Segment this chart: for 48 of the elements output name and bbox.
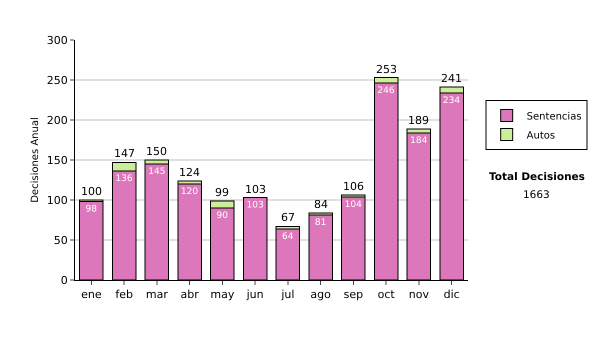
- total-label: 150: [146, 145, 167, 158]
- text: 1663: [523, 189, 550, 201]
- total-label: 147: [114, 147, 135, 160]
- y-tick-label: 100: [46, 194, 68, 207]
- data-label: 90: [216, 211, 228, 221]
- total-label: 241: [441, 72, 462, 85]
- total-label: 124: [179, 166, 200, 179]
- x-tick-label: ago: [310, 288, 332, 302]
- total-label: 99: [215, 186, 229, 199]
- data-label: 145: [148, 167, 166, 177]
- y-tick-label: 150: [46, 154, 68, 167]
- y-tick-label: 250: [46, 74, 68, 87]
- total-label: 84: [314, 198, 328, 211]
- x-tick-label: ene: [81, 288, 102, 302]
- data-label: 103: [246, 200, 264, 211]
- text: Total Decisiones: [489, 171, 585, 183]
- y-tick-label: 200: [46, 114, 68, 127]
- data-label: 246: [377, 86, 395, 96]
- x-tick-label: oct: [378, 288, 396, 302]
- total-label: 189: [408, 114, 429, 127]
- x-tick-label: abr: [180, 288, 200, 302]
- x-tick-label: jun: [246, 288, 264, 302]
- total-label: 103: [245, 183, 266, 196]
- y-tick-label: 50: [54, 234, 68, 247]
- total-label: 106: [343, 180, 364, 193]
- x-tick-label: mar: [146, 288, 168, 302]
- data-label: 120: [180, 187, 198, 197]
- x-tick-label: sep: [344, 288, 364, 302]
- total-label: 67: [281, 211, 295, 224]
- data-label: 104: [344, 200, 362, 210]
- x-tick-label: dic: [444, 288, 460, 302]
- legend-label: Autos: [526, 130, 556, 142]
- x-tick-label: nov: [408, 288, 430, 302]
- total-label: 253: [376, 63, 397, 76]
- y-tick-label: 0: [60, 274, 68, 287]
- y-axis-title: Decisiones Anual: [30, 117, 41, 203]
- data-label: 64: [282, 232, 294, 242]
- x-tick-label: feb: [115, 288, 133, 302]
- data-label: 81: [314, 218, 326, 228]
- data-label: 234: [442, 96, 460, 106]
- data-label: 98: [86, 204, 98, 215]
- x-tick-label: jul: [280, 288, 294, 302]
- y-tick-label: 300: [46, 34, 68, 47]
- data-label: 136: [115, 174, 133, 184]
- legend-label: Sentencias: [526, 111, 582, 122]
- x-tick-label: may: [210, 288, 235, 302]
- total-label: 100: [81, 185, 102, 198]
- data-label: 184: [410, 136, 428, 146]
